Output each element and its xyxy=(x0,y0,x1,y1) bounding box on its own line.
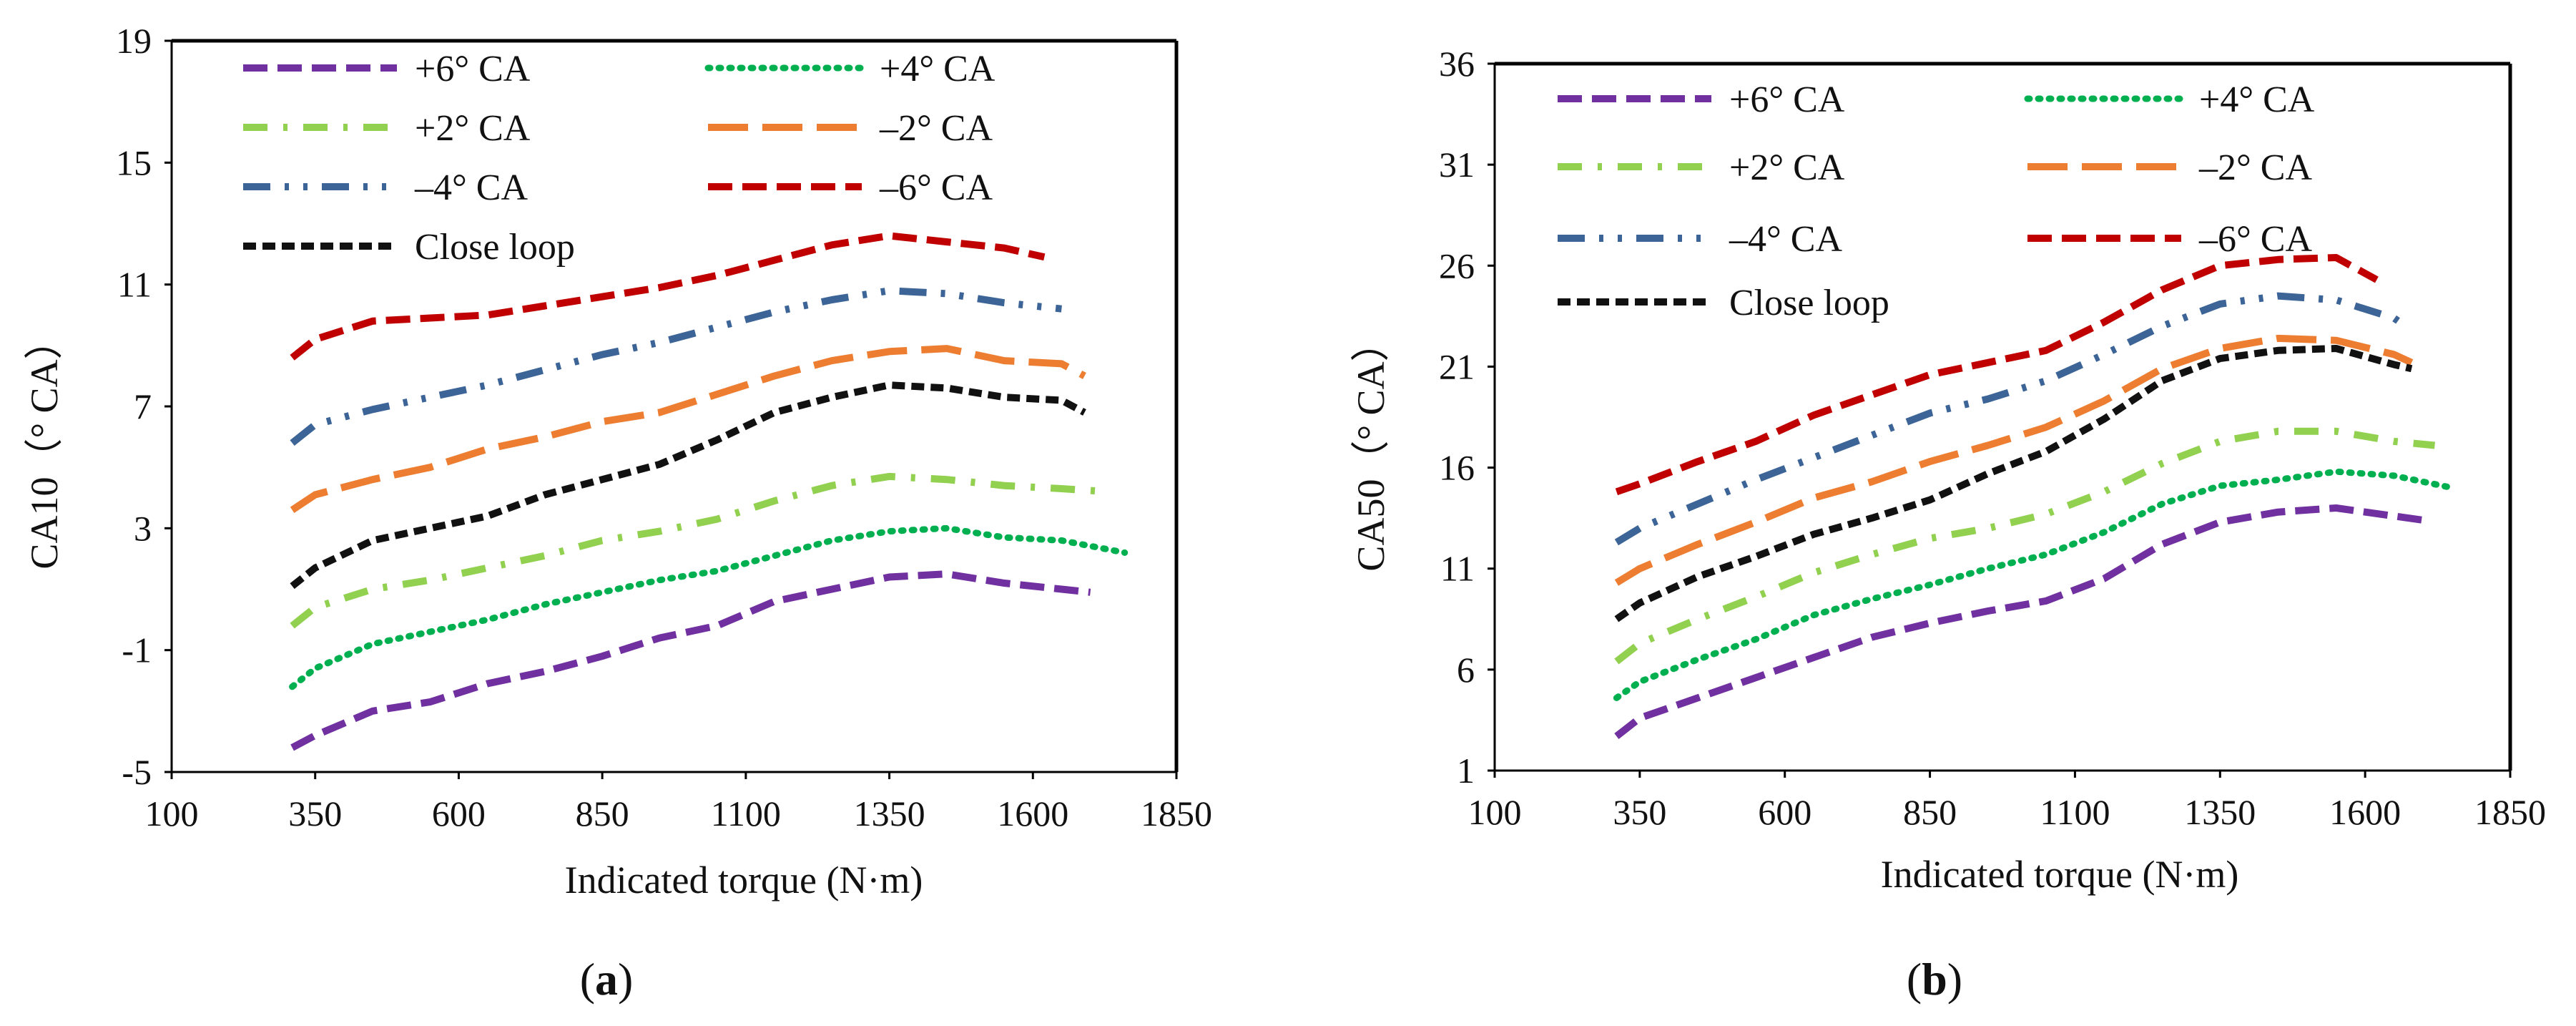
legend: +6° CA +4° CA +2° CA –2° CA –4° CA –6° CA Clos… xyxy=(243,49,996,268)
series-line xyxy=(290,381,1086,590)
x-tick-label: 1100 xyxy=(2040,792,2110,832)
panel-label-a: (a) xyxy=(580,954,634,1005)
y-tick-label: 6 xyxy=(1457,650,1475,690)
y-tick-label: 11 xyxy=(117,265,152,305)
y-axis-label: CA50（° CA） xyxy=(1350,323,1392,571)
legend-label: Close loop xyxy=(415,227,575,268)
y-tick-label: 1 xyxy=(1457,751,1475,791)
legend-label: –4° CA xyxy=(414,167,528,208)
x-tick-label: 850 xyxy=(576,793,629,834)
y-tick-label: 26 xyxy=(1439,245,1475,285)
legend-label: +4° CA xyxy=(880,49,996,89)
legend-label: +2° CA xyxy=(415,108,531,149)
legend-label: –4° CA xyxy=(1729,219,1842,260)
legend-label: +6° CA xyxy=(1729,79,1845,120)
x-tick-label: 1100 xyxy=(711,793,781,834)
legend: +6° CA +4° CA +2° CA –2° CA –4° CA –6° CA Clos… xyxy=(1558,79,2315,323)
x-tick-label: 1600 xyxy=(2329,792,2401,832)
legend-label: –6° CA xyxy=(2198,219,2312,260)
series-line xyxy=(1614,427,2435,665)
legend-label: –2° CA xyxy=(879,108,993,149)
series-line xyxy=(290,570,1091,751)
y-tick-label: 19 xyxy=(116,21,152,61)
y-axis-label: CA10（° CA） xyxy=(23,321,66,569)
series-lines xyxy=(1613,254,2456,739)
series-line xyxy=(290,472,1108,629)
series-line xyxy=(1614,292,2408,546)
legend-label: Close loop xyxy=(1729,283,1889,323)
y-tick-label: 21 xyxy=(1439,346,1475,386)
series-line xyxy=(290,287,1062,446)
series-line xyxy=(1614,504,2424,739)
y-tick-label: 31 xyxy=(1439,145,1475,185)
y-tick-label: 11 xyxy=(1440,549,1475,589)
x-tick-label: 350 xyxy=(1613,792,1666,832)
legend-label: –6° CA xyxy=(879,167,993,208)
y-tick-label: 16 xyxy=(1439,448,1475,488)
x-tick-labels: 100 350 600 850 1100 1350 1600 1850 xyxy=(1468,771,2546,832)
series-line xyxy=(1614,345,2413,622)
series-line xyxy=(1614,334,2414,586)
x-tick-label: 1850 xyxy=(2474,792,2546,832)
x-tick-label: 1350 xyxy=(854,793,925,834)
series-line xyxy=(1615,254,2379,496)
y-tick-label: 15 xyxy=(116,142,152,182)
legend-label: +4° CA xyxy=(2199,79,2315,120)
panel-a: -5 -1 3 7 11 15 19 100 350 600 850 1100 1350 1600 185… xyxy=(23,21,1212,1005)
legend-label: –2° CA xyxy=(2198,147,2312,188)
x-tick-label: 600 xyxy=(1758,792,1811,832)
x-tick-label: 350 xyxy=(288,793,342,834)
series-lines xyxy=(289,232,1129,751)
panel-label-b: (b) xyxy=(1907,954,1962,1005)
x-axis-label: Indicated torque (N·m) xyxy=(565,859,923,902)
series-line xyxy=(1613,468,2456,701)
x-tick-label: 1600 xyxy=(997,793,1068,834)
y-tick-label: 36 xyxy=(1439,44,1475,84)
legend-label: +2° CA xyxy=(1729,147,1845,188)
series-line xyxy=(290,345,1086,513)
y-tick-labels: -5 -1 3 7 11 15 19 xyxy=(116,21,172,792)
x-tick-label: 1850 xyxy=(1141,793,1212,834)
plot-area-b xyxy=(1493,62,2512,772)
x-tick-label: 600 xyxy=(432,793,486,834)
series-line xyxy=(289,524,1129,690)
x-tick-label: 1350 xyxy=(2184,792,2256,832)
x-tick-label: 100 xyxy=(145,793,199,834)
y-tick-label: -5 xyxy=(122,752,152,792)
legend-label: +6° CA xyxy=(415,49,531,89)
x-axis-label: Indicated torque (N·m) xyxy=(1881,853,2239,896)
x-tick-label: 850 xyxy=(1903,792,1957,832)
x-tick-labels: 100 350 600 850 1100 1350 1600 1850 xyxy=(145,772,1212,834)
series-line xyxy=(290,232,1046,361)
y-tick-label: 7 xyxy=(134,386,152,426)
x-tick-label: 100 xyxy=(1468,792,1522,832)
y-tick-label: -1 xyxy=(122,630,152,670)
y-tick-label: 3 xyxy=(134,508,152,548)
